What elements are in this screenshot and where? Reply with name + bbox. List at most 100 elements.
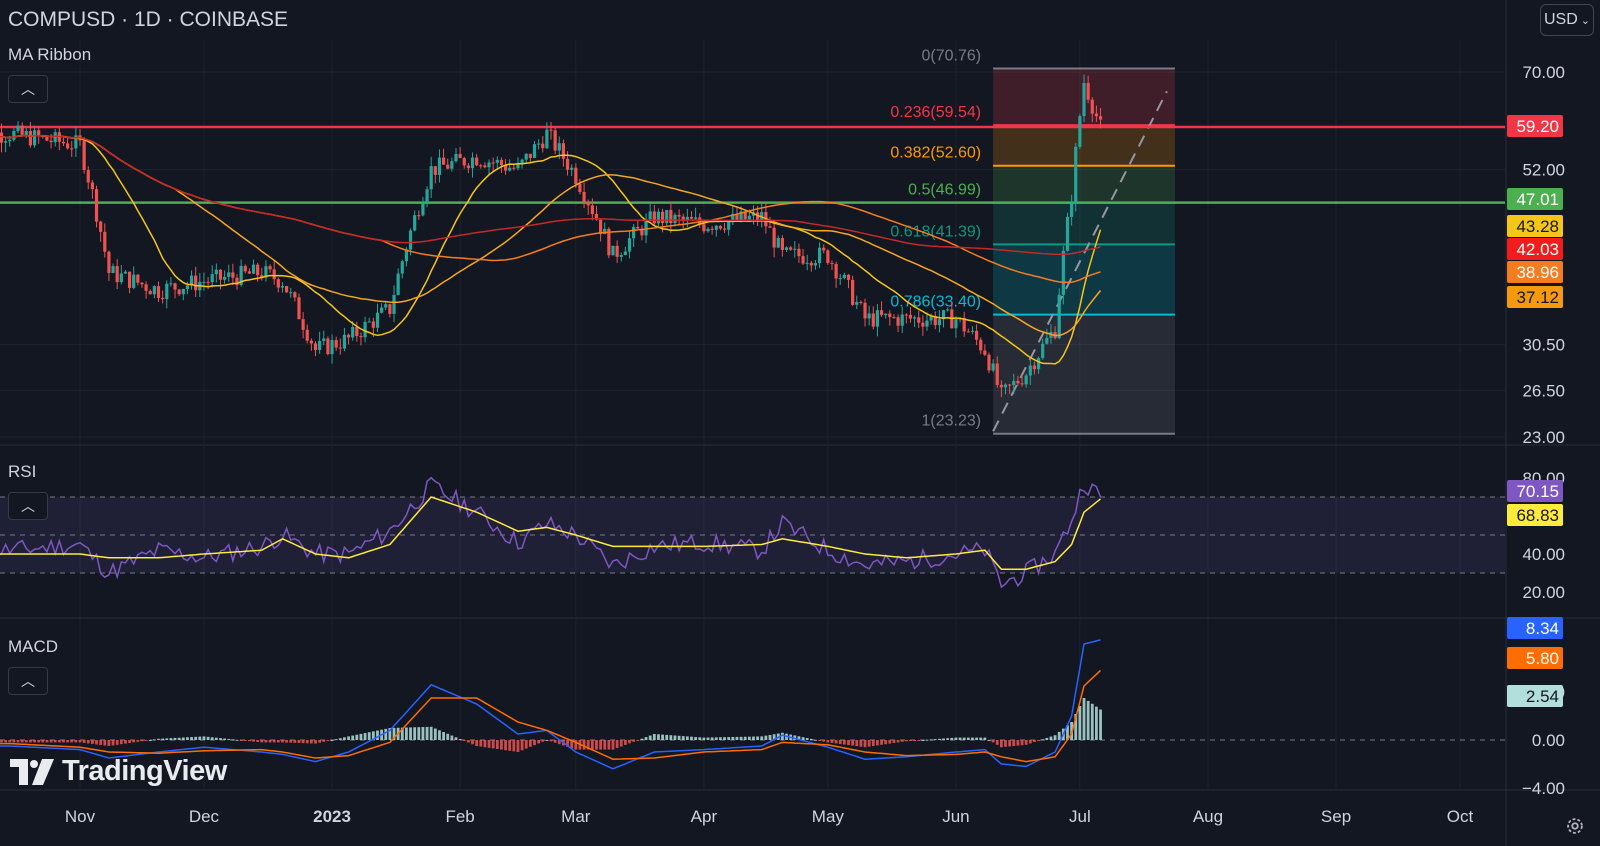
macd-histogram-bar xyxy=(82,740,86,743)
candle-body xyxy=(644,219,648,236)
macd-histogram-bar xyxy=(876,740,879,746)
candle-body xyxy=(1041,343,1045,358)
price-pane xyxy=(0,74,1103,398)
candle-body xyxy=(322,338,326,341)
candle-body xyxy=(136,274,140,283)
candle-body xyxy=(408,230,413,250)
candle-body xyxy=(838,278,842,280)
rsi-collapse-button[interactable]: ︿ xyxy=(8,492,48,520)
macd-histogram-bar xyxy=(801,737,805,740)
candle-body xyxy=(351,326,355,338)
candle-body xyxy=(326,338,330,355)
fib-level-label: 0(70.76) xyxy=(922,47,982,64)
candle-body xyxy=(144,284,148,291)
macd-histogram-bar xyxy=(1037,740,1040,741)
candle-body xyxy=(1090,99,1094,114)
macd-histogram-bar xyxy=(210,737,214,740)
macd-histogram-bar xyxy=(136,740,140,742)
currency-button[interactable]: USD ⌄ xyxy=(1540,4,1594,36)
macd-histogram-bar xyxy=(508,740,512,751)
candle-body xyxy=(396,273,400,295)
candle-body xyxy=(979,339,983,351)
macd-histogram-bar xyxy=(458,739,462,741)
macd-histogram-bar xyxy=(384,728,388,740)
candle-body xyxy=(884,313,888,316)
macd-label[interactable]: MACD xyxy=(8,637,59,656)
macd-histogram-bar xyxy=(53,740,57,743)
candle-body xyxy=(115,266,119,283)
gear-icon[interactable] xyxy=(1564,815,1586,837)
candle-body xyxy=(747,215,751,220)
candle-body xyxy=(1045,337,1049,344)
macd-histogram-bar xyxy=(446,733,450,740)
macd-histogram-bar xyxy=(462,740,466,741)
rsi-label[interactable]: RSI xyxy=(8,462,37,481)
macd-histogram-bar xyxy=(752,736,755,740)
candle-body xyxy=(1082,82,1086,117)
macd-histogram-bar xyxy=(615,740,619,749)
candle-body xyxy=(223,276,227,280)
ma-ribbon-label[interactable]: MA Ribbon xyxy=(8,45,92,64)
value-badge xyxy=(1507,238,1563,260)
candle-body xyxy=(1012,380,1016,386)
tradingview-logo[interactable]: TradingView xyxy=(10,755,227,788)
macd-histogram-bar xyxy=(685,736,689,740)
macd-histogram-bar xyxy=(318,740,322,743)
candle-body xyxy=(441,157,446,165)
macd-histogram-bar xyxy=(12,740,16,743)
macd-histogram-bar xyxy=(826,740,830,743)
macd-histogram-bar xyxy=(483,740,487,748)
candle-body xyxy=(367,321,371,323)
ma-ribbon-collapse-button[interactable]: ︿ xyxy=(8,75,48,103)
candle-body xyxy=(268,266,272,270)
macd-histogram-bar xyxy=(1099,709,1102,740)
macd-histogram-bar xyxy=(248,740,251,742)
candle-body xyxy=(16,125,20,131)
candle-body xyxy=(681,216,685,220)
candle-body xyxy=(590,205,594,215)
macd-histogram-bar xyxy=(239,740,243,741)
candle-body xyxy=(156,286,161,298)
candle-body xyxy=(94,189,99,222)
macd-histogram-bar xyxy=(256,740,260,742)
candle-body xyxy=(404,249,409,262)
macd-histogram-bar xyxy=(648,735,652,740)
macd-histogram-bar xyxy=(528,740,532,747)
macd-histogram-bar xyxy=(549,740,553,742)
candle-body xyxy=(652,211,656,224)
x-tick-label: Jul xyxy=(1069,807,1091,826)
candle-body xyxy=(925,320,929,327)
macd-histogram-bar xyxy=(735,736,739,740)
macd-histogram-bar xyxy=(363,733,367,740)
chevron-down-icon: ⌄ xyxy=(1580,14,1590,27)
rsi-pane xyxy=(0,476,1505,589)
candle-body xyxy=(90,182,94,190)
macd-histogram-bar xyxy=(103,740,107,746)
macd-histogram-bar xyxy=(214,737,218,740)
macd-histogram-bar xyxy=(768,734,772,740)
candle-body xyxy=(553,130,557,151)
candle-body xyxy=(82,140,86,171)
candle-body xyxy=(660,211,665,224)
macd-histogram-bar xyxy=(871,740,875,746)
macd-histogram-bar xyxy=(1066,725,1069,740)
x-tick-label: Sep xyxy=(1321,807,1351,826)
candle-body xyxy=(908,314,913,319)
candle-body xyxy=(499,159,504,166)
macd-histogram-bar xyxy=(124,740,127,744)
chevron-up-icon: ︿ xyxy=(21,673,35,689)
candle-body xyxy=(276,279,280,288)
symbol-title[interactable]: COMPUSD · 1D · COINBASE xyxy=(8,8,289,31)
value-badge-label: 42.03 xyxy=(1516,240,1559,259)
x-tick-label: Dec xyxy=(189,807,220,826)
macd-histogram-bar xyxy=(987,740,991,741)
macd-histogram-bar xyxy=(665,734,669,740)
candle-body xyxy=(61,141,66,144)
candle-body xyxy=(503,165,508,171)
fib-zone xyxy=(993,125,1175,166)
macd-histogram-bar xyxy=(466,740,470,743)
macd-collapse-button[interactable]: ︿ xyxy=(8,667,48,695)
macd-histogram-bar xyxy=(971,737,974,740)
candle-body xyxy=(640,228,644,236)
